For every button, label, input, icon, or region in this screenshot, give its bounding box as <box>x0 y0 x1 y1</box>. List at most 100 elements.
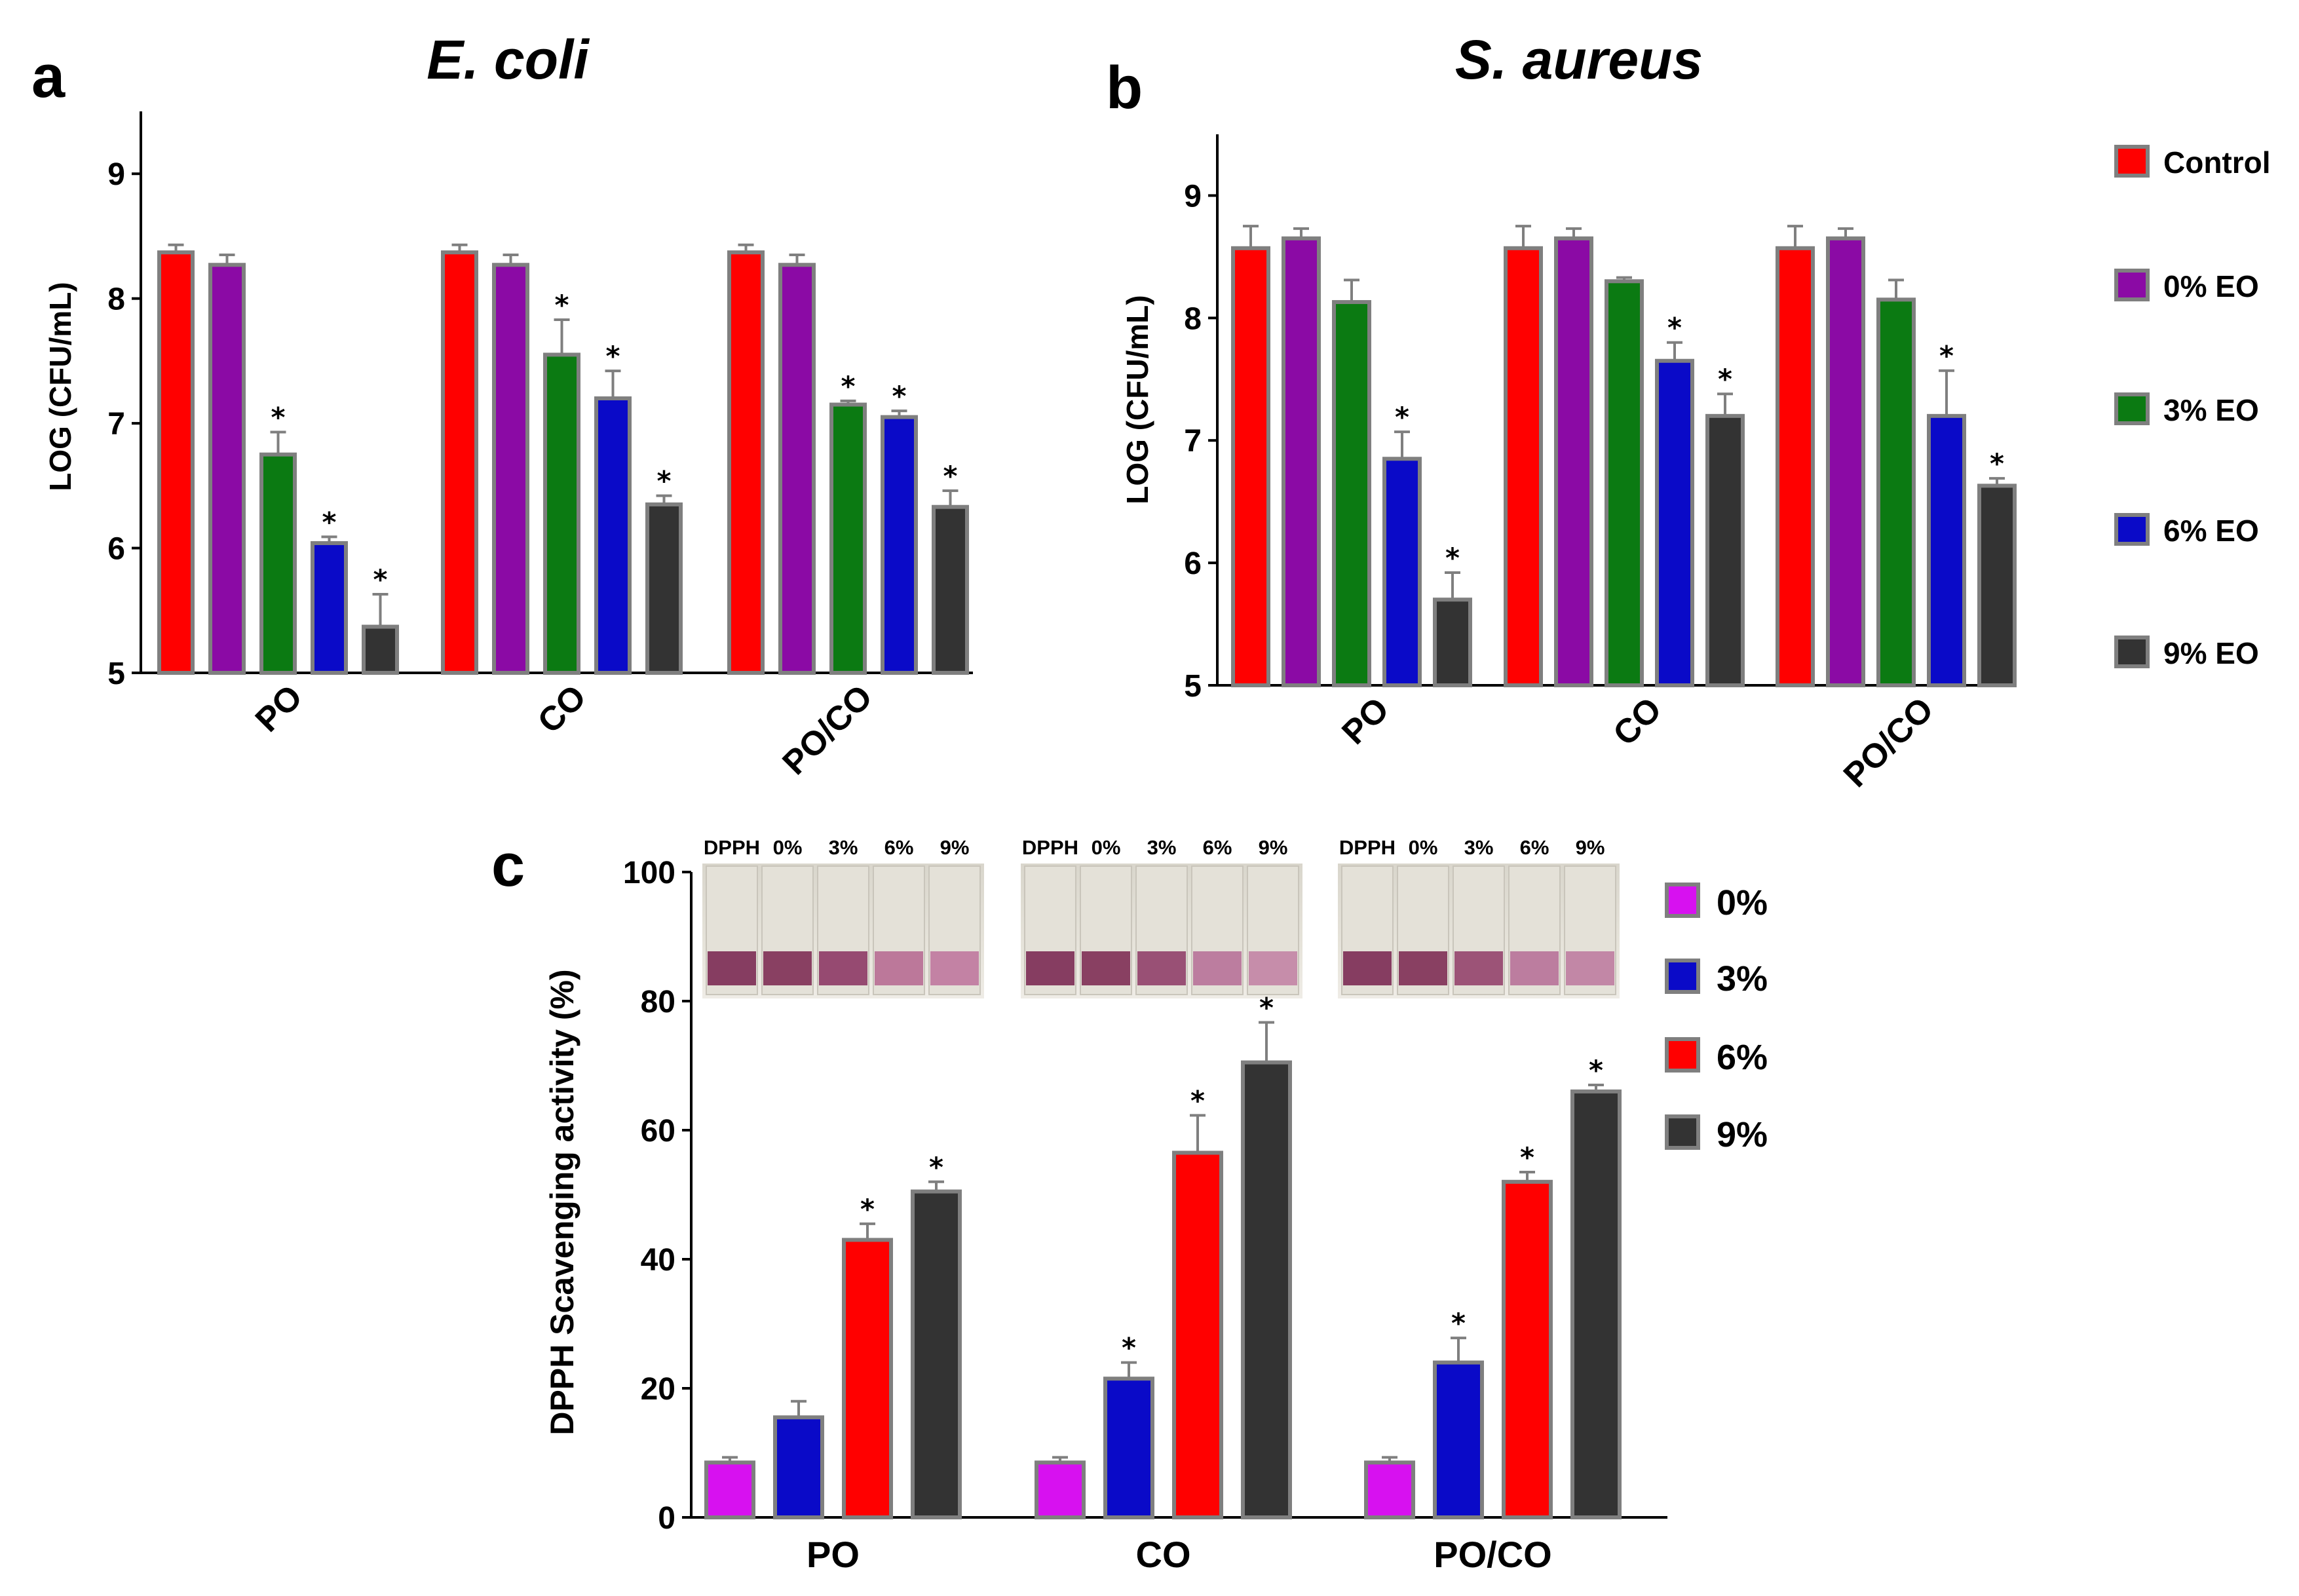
bar-a-po-2 <box>259 452 297 675</box>
bar-a-po-co-1 <box>778 263 816 675</box>
panel-c-category-label: PO/CO <box>1434 1534 1551 1575</box>
panel-b-category-label: CO <box>1606 690 1669 753</box>
bar-b-co-3 <box>1655 358 1694 687</box>
bar-b-po-2 <box>1332 300 1371 687</box>
bar-a-po-4 <box>362 624 399 675</box>
legend-ab-label: 0% EO <box>2163 269 2259 303</box>
panel-a-category-label: CO <box>531 677 594 740</box>
legend-c-label: 3% <box>1717 959 1768 998</box>
panel-c-ytick-label: 60 <box>641 1114 675 1149</box>
bar-b-po-0 <box>1231 246 1270 688</box>
panel-c-ytick-label: 0 <box>658 1501 675 1536</box>
panel-b-ytick-label: 8 <box>1184 301 1202 336</box>
significance-star: * <box>1939 340 1954 372</box>
cuvette-solution <box>708 951 756 985</box>
panel-c-category-label: PO <box>807 1534 860 1575</box>
bar-c-po-co-3 <box>1570 1089 1622 1519</box>
legend-ab-label: Control <box>2163 145 2271 180</box>
legend-c-label: 6% <box>1717 1038 1768 1077</box>
panel-a-ecoli: a E. coli LOG (CFU/mL) 5 6 7 8 9 * * * PO * * * CO * *… <box>31 29 973 782</box>
panel-c-ytick-label: 80 <box>641 985 675 1019</box>
dpph-vial-photos: DPPH 0% 3% 6% 9% DPPH 0% 3% 6% 9% DPPH 0% 3% 6% 9% <box>702 836 1620 998</box>
legend-ab-swatch <box>2114 513 2150 546</box>
panel-a-ytick-label: 6 <box>107 532 125 567</box>
bar-a-po-0 <box>157 250 195 675</box>
bar-c-po-0 <box>704 1460 755 1519</box>
bar-b-po-1 <box>1282 236 1321 688</box>
legend-ab-swatch <box>2114 145 2150 178</box>
legend-c: 0% 3% 6% 9% <box>1665 883 1768 1154</box>
vial-label: 9% <box>1576 836 1605 859</box>
vial-label: 0% <box>773 836 803 859</box>
bar-b-po-co-1 <box>1826 236 1865 688</box>
panel-b-ytick-label: 7 <box>1184 424 1202 459</box>
legend-c-label: 9% <box>1717 1115 1768 1154</box>
panel-b-title: S. aureus <box>1455 29 1703 90</box>
vial-label: 9% <box>1259 836 1288 859</box>
significance-star: * <box>555 289 569 321</box>
bar-c-po-1 <box>773 1415 824 1519</box>
bar-b-po-co-0 <box>1776 246 1815 688</box>
significance-star: * <box>1122 1332 1136 1364</box>
significance-star: * <box>1667 312 1682 344</box>
bar-a-co-2 <box>543 352 580 675</box>
significance-star: * <box>860 1193 875 1225</box>
panel-b-saureus: b S. aureus LOG (CFU/mL) 5 6 7 8 9 * * PO * * CO * *… <box>1106 29 2017 795</box>
significance-star: * <box>892 380 907 412</box>
bar-a-po-3 <box>311 541 348 675</box>
panel-a-ylabel: LOG (CFU/mL) <box>43 282 77 491</box>
bar-b-po-co-4 <box>1977 484 2017 687</box>
bar-a-po-co-0 <box>727 250 765 675</box>
vial-label: 9% <box>940 836 970 859</box>
legend-ab-label: 6% EO <box>2163 514 2259 548</box>
vial-label: 6% <box>1520 836 1549 859</box>
legend-ab-swatch <box>2114 636 2150 668</box>
legend-c-swatch <box>1665 883 1700 918</box>
panel-a-ytick-label: 7 <box>107 407 125 442</box>
significance-star: * <box>929 1151 943 1183</box>
bar-c-po-2 <box>842 1238 893 1519</box>
panel-a-category-label: PO/CO <box>775 677 880 782</box>
cuvette-solution <box>763 951 812 985</box>
cuvette-solution <box>1566 951 1614 985</box>
legend-c-label: 0% <box>1717 883 1768 922</box>
cuvette-solution <box>1454 951 1503 985</box>
vial-label: 6% <box>1203 836 1232 859</box>
bar-b-co-0 <box>1504 246 1543 688</box>
significance-star: * <box>943 460 958 492</box>
significance-star: * <box>1451 1307 1466 1339</box>
bar-b-po-3 <box>1382 457 1422 687</box>
bar-c-po-co-1 <box>1433 1360 1484 1520</box>
cuvette-solution <box>1399 951 1447 985</box>
panel-c-dpph: c DPPH Scavenging activity (%) DPPH 0% 3% 6… <box>491 832 1667 1575</box>
vial-label: 3% <box>1464 836 1494 859</box>
cuvette-solution <box>930 951 979 985</box>
legend-ab-swatch <box>2114 392 2150 425</box>
cuvette-solution <box>1137 951 1186 985</box>
significance-star: * <box>1259 992 1274 1024</box>
cuvette-solution <box>1343 951 1392 985</box>
vial-label: 0% <box>1092 836 1121 859</box>
bar-c-co-3 <box>1241 1060 1292 1519</box>
significance-star: * <box>841 370 856 402</box>
panel-a-ytick-label: 9 <box>107 157 125 192</box>
cuvette-solution <box>1082 951 1130 985</box>
panel-a-title: E. coli <box>427 29 590 90</box>
bar-a-po-co-2 <box>829 402 867 675</box>
bar-c-co-2 <box>1172 1150 1223 1519</box>
significance-star: * <box>271 401 286 433</box>
significance-star: * <box>1445 542 1460 574</box>
panel-a-ytick-label: 8 <box>107 282 125 317</box>
significance-star: * <box>1718 363 1732 395</box>
bar-b-po-co-2 <box>1876 297 1916 687</box>
cuvette-solution <box>1249 951 1297 985</box>
vial-label: DPPH <box>1022 836 1078 859</box>
bar-b-co-1 <box>1554 236 1593 688</box>
panel-a-letter: a <box>31 43 66 110</box>
bar-b-po-4 <box>1433 598 1472 688</box>
legend-c-swatch <box>1665 959 1700 994</box>
panel-c-ylabel: DPPH Scavenging activity (%) <box>544 969 580 1435</box>
panel-c-category-label: CO <box>1136 1534 1191 1575</box>
panel-b-letter: b <box>1106 54 1143 121</box>
bar-c-po-co-2 <box>1502 1179 1553 1520</box>
